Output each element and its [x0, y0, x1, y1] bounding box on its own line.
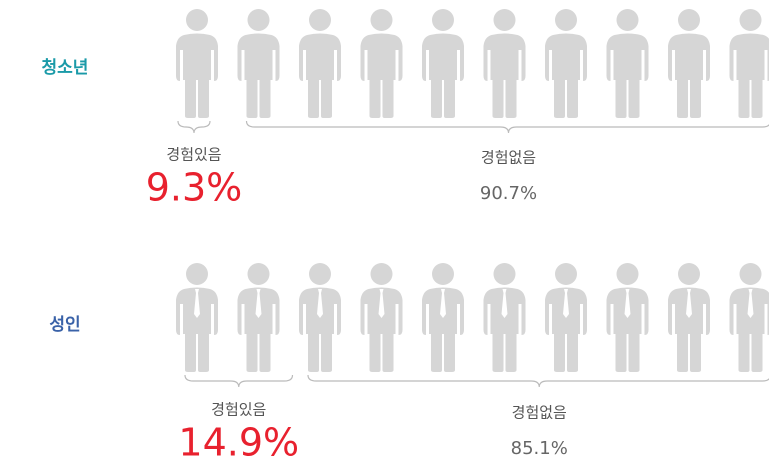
person-icon	[545, 9, 587, 118]
person-icon	[729, 263, 769, 372]
series-label: 경험있음	[166, 146, 221, 164]
person-icon	[668, 263, 710, 372]
series-label: 경험있음	[211, 401, 266, 419]
person-icon	[729, 9, 769, 118]
value-label: 9.3%	[146, 166, 243, 210]
category-label: 성인	[49, 315, 80, 335]
person-icon	[422, 263, 464, 372]
person-icon	[237, 9, 280, 118]
brace	[307, 374, 769, 388]
icons-rest	[176, 263, 769, 372]
category-label: 청소년	[42, 57, 89, 78]
person-icon	[299, 9, 341, 118]
person-icon	[545, 263, 587, 372]
series-label: 경험없음	[512, 404, 567, 422]
person-icon	[237, 263, 280, 372]
icons-rest	[176, 9, 769, 118]
person-icon	[360, 263, 403, 372]
brace	[184, 374, 294, 388]
person-icon	[483, 9, 526, 118]
brace	[245, 120, 769, 134]
person-icon	[606, 9, 649, 118]
value-label: 85.1%	[511, 438, 568, 459]
value-label: 14.9%	[178, 421, 299, 465]
person-icon	[360, 9, 403, 118]
series-label: 경험없음	[481, 149, 536, 167]
person-icon	[483, 263, 526, 372]
person-icon	[299, 263, 341, 372]
person-icon	[606, 263, 649, 372]
value-label: 90.7%	[480, 183, 537, 204]
person-icon	[422, 9, 464, 118]
brace	[177, 120, 211, 134]
person-icon	[176, 9, 218, 118]
person-icon	[176, 263, 218, 372]
person-icon	[668, 9, 710, 118]
